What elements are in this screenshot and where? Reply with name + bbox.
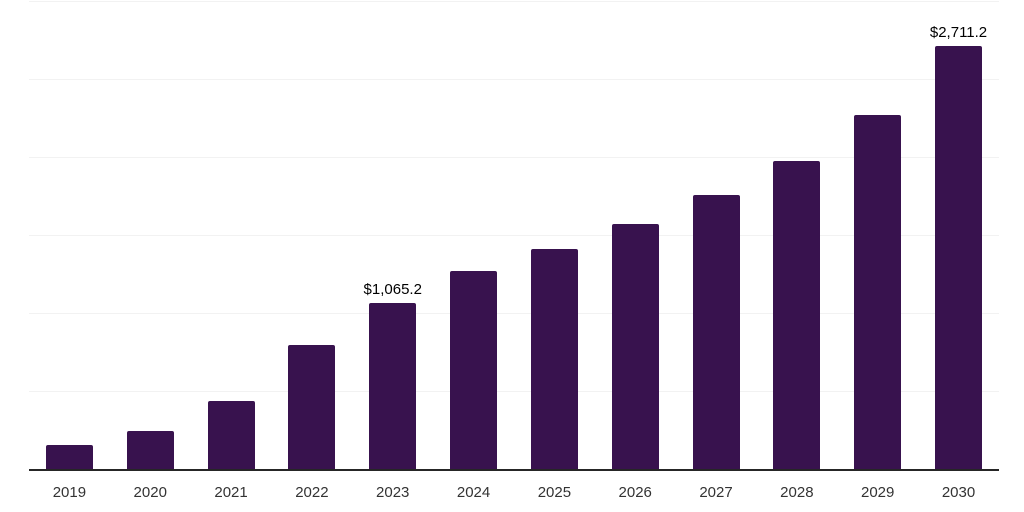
data-label-2030: $2,711.2 <box>929 24 988 42</box>
x-tick-label-2020: 2020 <box>133 484 167 501</box>
gridline-1500 <box>29 235 999 236</box>
x-tick-label-2023: 2023 <box>376 484 410 501</box>
bar-2028 <box>773 160 821 469</box>
bar-2030 <box>935 46 983 469</box>
bar-2025 <box>530 249 578 469</box>
bar-group-2020 <box>110 1 191 469</box>
bar-group-2025 <box>514 1 595 469</box>
data-label-2023: $1,065.2 <box>363 280 422 298</box>
bar-2020 <box>126 431 174 469</box>
bar-2026 <box>611 223 659 469</box>
x-axis-tick-labels: 2019 2020 2021 2022 2023 2024 2025 2026 2027 2028… <box>29 484 999 502</box>
bar-group-2021 <box>191 1 272 469</box>
x-tick-label-2025: 2025 <box>537 484 572 501</box>
x-tick-label-2019: 2019 <box>52 484 87 501</box>
x-tick-label-2029: 2029 <box>861 484 895 501</box>
gridline-2500 <box>29 79 999 80</box>
bar-group-2022 <box>271 1 352 469</box>
bar-group-2027 <box>676 1 757 469</box>
bar-2019 <box>45 445 93 469</box>
gridline-500 <box>29 391 999 392</box>
bar-2021 <box>207 401 255 469</box>
bar-2022 <box>288 345 336 469</box>
bar-2027 <box>692 194 740 469</box>
x-tick-label-2022: 2022 <box>295 484 329 501</box>
gridline-1000 <box>29 313 999 314</box>
bar-group-2024 <box>433 1 514 469</box>
bar-2024 <box>450 271 498 469</box>
bar-group-2026 <box>595 1 676 469</box>
x-tick-label-2030: 2030 <box>941 484 976 501</box>
x-axis-line <box>29 469 999 471</box>
x-tick-label-2027: 2027 <box>699 484 733 501</box>
bar-group-2030: $2,711.2 <box>918 1 999 469</box>
gridline-2000 <box>29 157 999 158</box>
x-tick-label-2026: 2026 <box>618 484 652 501</box>
bar-series: $1,065.2 $2,711.2 <box>29 1 999 469</box>
plot-area: $1,065.2 $2,711.2 <box>29 1 999 469</box>
x-tick-label-2021: 2021 <box>214 484 248 501</box>
x-tick-label-2024: 2024 <box>456 484 491 501</box>
bar-group-2023: $1,065.2 <box>352 1 433 469</box>
bar-2029 <box>854 115 902 469</box>
bar-group-2029 <box>837 1 918 469</box>
bar-group-2028 <box>756 1 837 469</box>
bar-group-2019 <box>29 1 110 469</box>
x-tick-label-2028: 2028 <box>780 484 814 501</box>
bar-2023 <box>369 302 417 469</box>
gridline-3000 <box>29 1 999 2</box>
